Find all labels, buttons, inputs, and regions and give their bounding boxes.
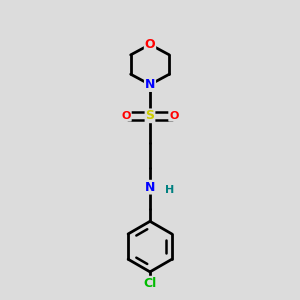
Text: O: O [122, 111, 131, 121]
Text: H: H [165, 184, 174, 194]
Text: Cl: Cl [143, 277, 157, 290]
Text: N: N [145, 78, 155, 91]
Text: N: N [145, 181, 155, 194]
Text: O: O [145, 38, 155, 51]
Text: O: O [169, 111, 178, 121]
Text: S: S [146, 109, 154, 122]
